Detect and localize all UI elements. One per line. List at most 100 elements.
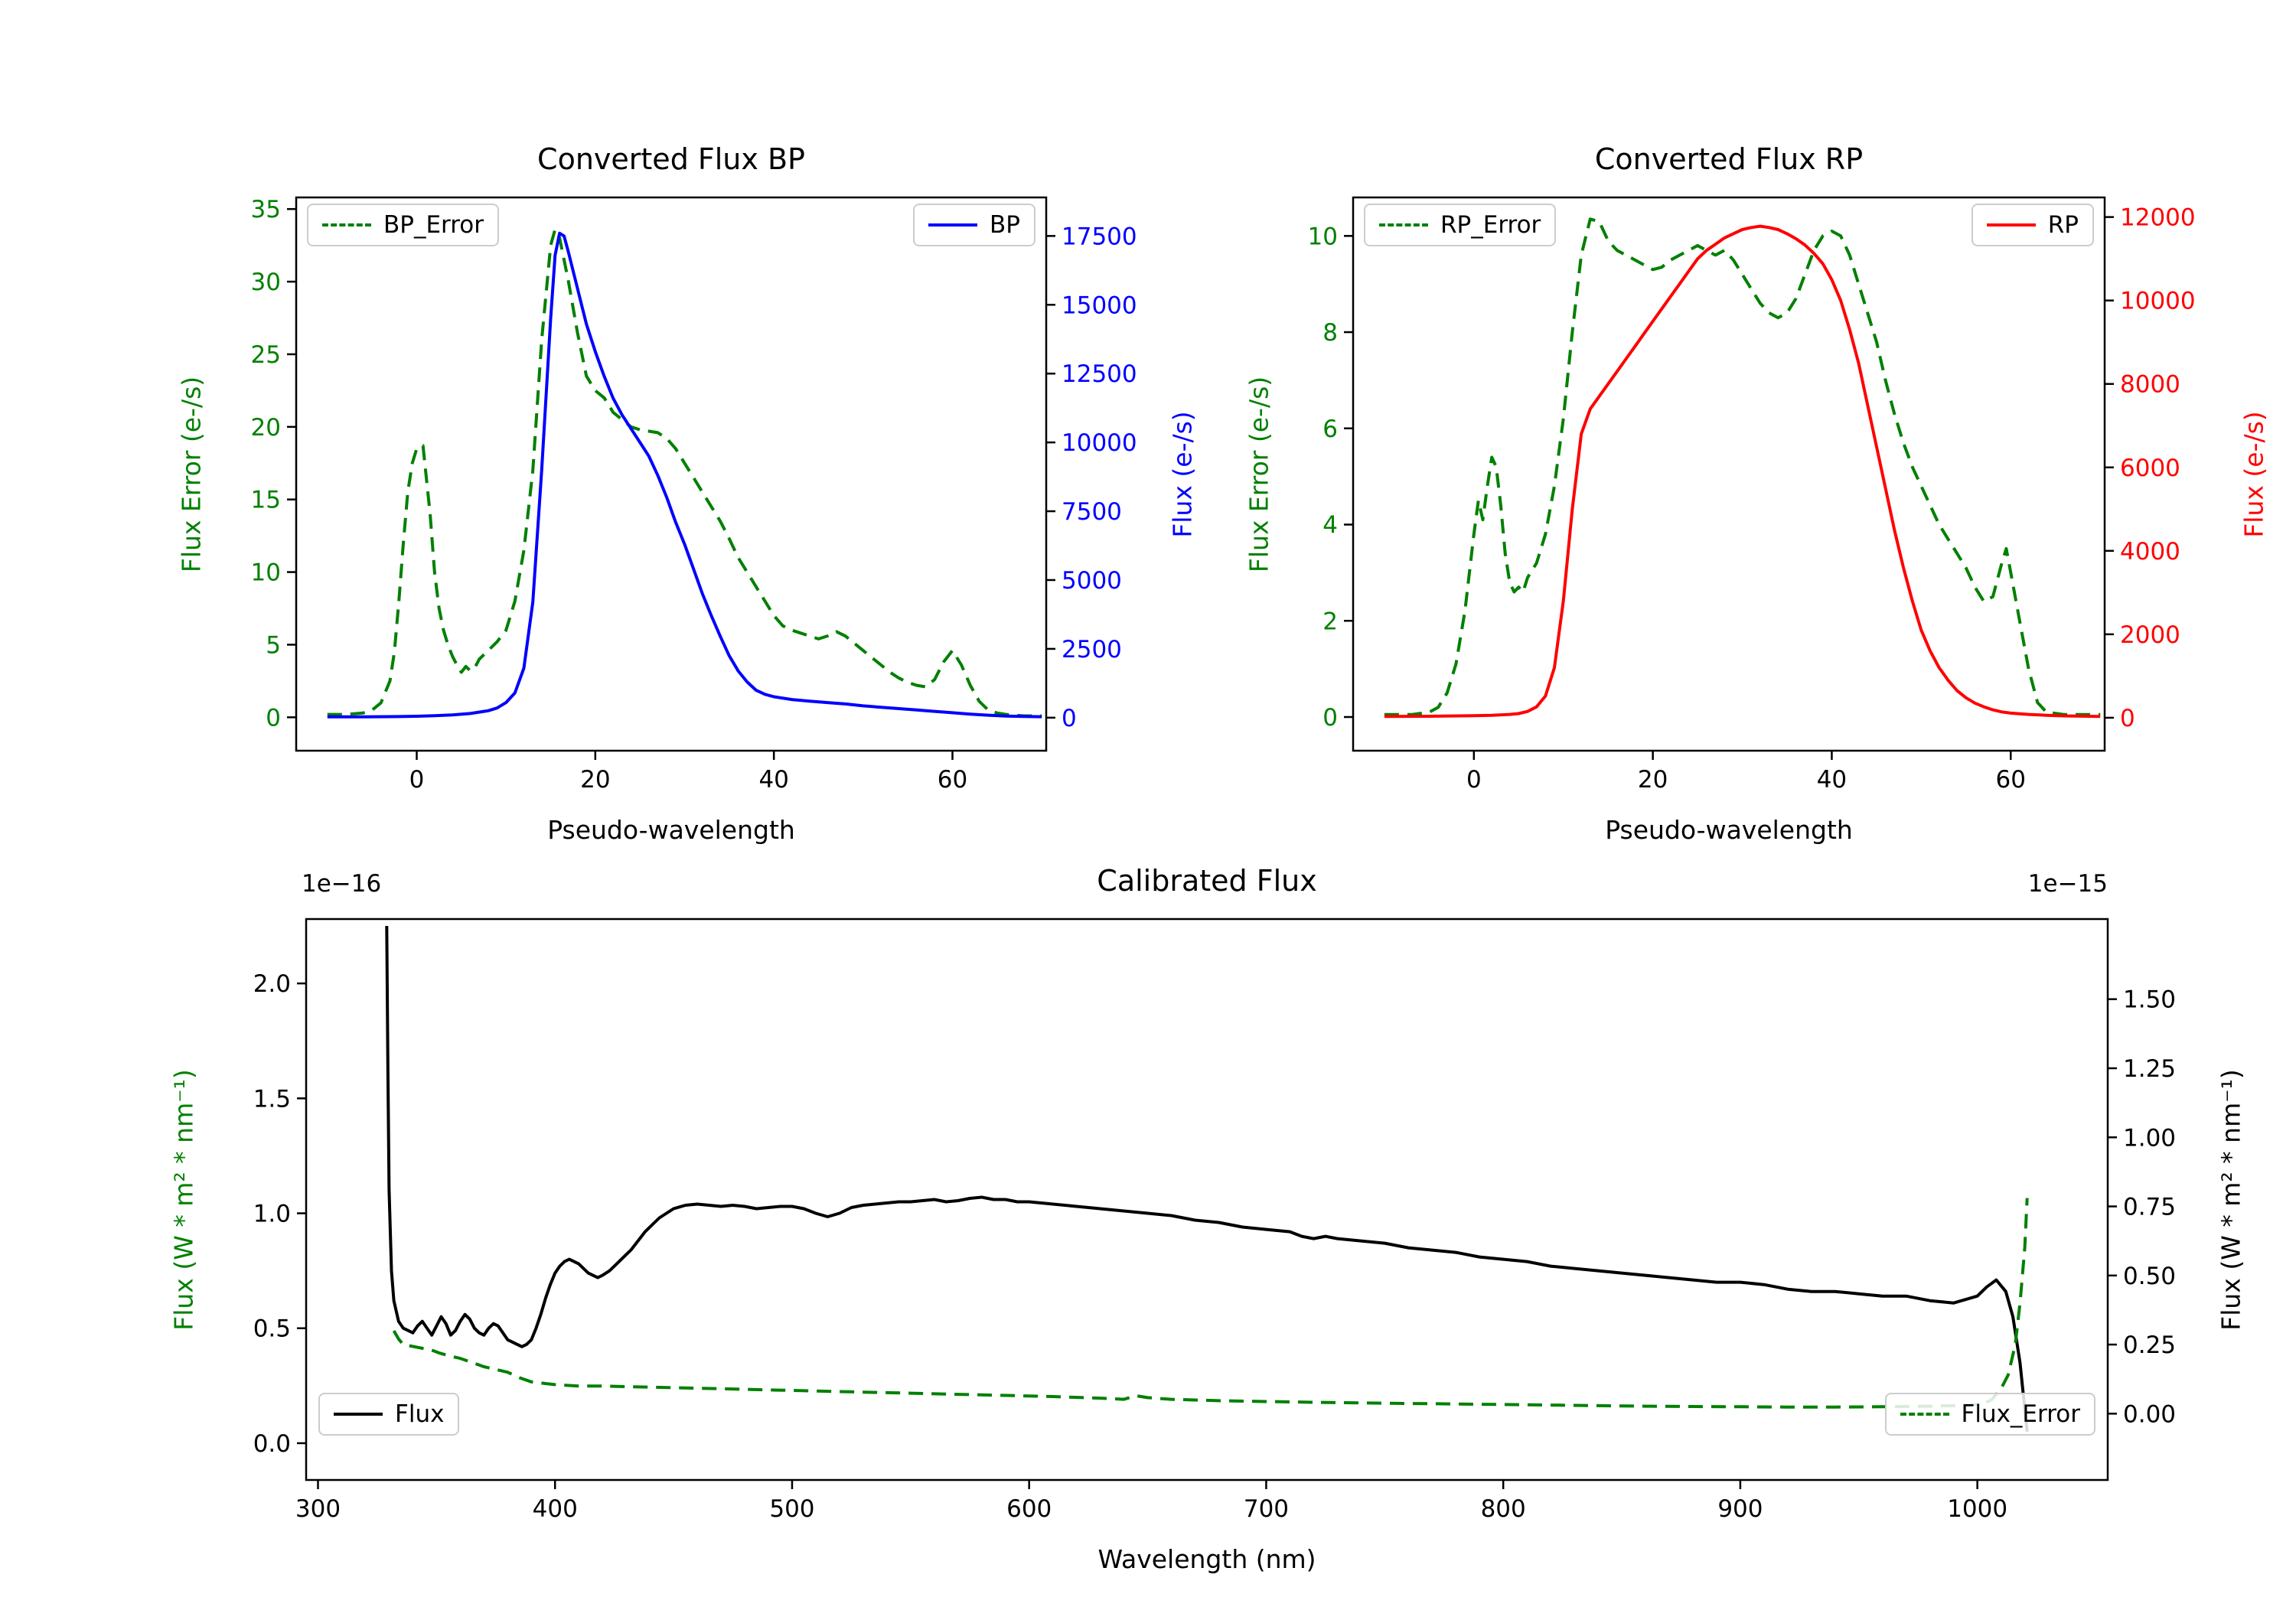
x-tick-label: 900 <box>1717 1495 1763 1523</box>
calibrated-chart-title: Calibrated Flux <box>1097 864 1317 898</box>
right-tick-label: 5000 <box>1062 567 1122 595</box>
right-tick-label: 15000 <box>1062 292 1137 319</box>
legend-rp: RP <box>1971 204 2094 246</box>
series-BP_Error <box>327 227 1042 718</box>
left-tick-label: 1.5 <box>253 1085 291 1113</box>
bp-left-axis-label: Flux Error (e-/s) <box>176 376 207 572</box>
right-tick-label: 6000 <box>2120 455 2180 482</box>
right-tick-label: 0.00 <box>2123 1400 2176 1428</box>
right-tick-label: 0 <box>1062 705 1077 732</box>
calibrated-plot-area: Flux Flux_Error <box>306 919 2108 1480</box>
series-RP_Error <box>1384 217 2101 716</box>
right-tick-label: 1.00 <box>2123 1124 2176 1152</box>
legend-line-bp <box>928 223 978 227</box>
legend-rp-error: RP_Error <box>1364 204 1557 246</box>
legend-label-flux: Flux <box>395 1400 445 1428</box>
left-tick-label: 6 <box>1322 416 1338 443</box>
left-tick-label: 30 <box>251 269 281 296</box>
x-tick-label: 60 <box>1996 766 2026 794</box>
x-tick-label: 60 <box>938 766 967 794</box>
rp-plot-area: RP_Error RP <box>1353 197 2105 751</box>
series-Flux <box>385 925 2029 1433</box>
left-tick-label: 4 <box>1322 512 1338 539</box>
left-tick-label: 20 <box>251 414 281 442</box>
right-tick-label: 17500 <box>1062 223 1137 250</box>
x-tick-label: 500 <box>769 1495 814 1523</box>
right-tick-label: 0.25 <box>2123 1332 2176 1359</box>
right-tick-label: 1.50 <box>2123 986 2176 1014</box>
x-tick-label: 20 <box>1638 766 1668 794</box>
x-tick-label: 600 <box>1006 1495 1052 1523</box>
legend-line-bp-error <box>322 223 371 227</box>
left-tick-label: 2 <box>1322 608 1338 635</box>
bp-x-axis-label: Pseudo-wavelength <box>547 815 795 845</box>
left-tick-label: 25 <box>251 341 281 369</box>
left-tick-label: 1.0 <box>253 1201 291 1228</box>
calibrated-right-axis-label: Flux (W * m² * nm⁻¹) <box>2216 1068 2246 1331</box>
legend-flux: Flux <box>318 1393 460 1436</box>
right-tick-label: 12000 <box>2120 204 2196 232</box>
legend-label-bp-error: BP_Error <box>383 211 484 239</box>
x-tick-label: 1000 <box>1947 1495 2007 1523</box>
left-tick-label: 2.0 <box>253 970 291 998</box>
axes-spines <box>305 918 2109 1482</box>
right-tick-label: 7500 <box>1062 498 1122 526</box>
x-tick-label: 700 <box>1244 1495 1289 1523</box>
left-tick-label: 0 <box>1322 704 1338 732</box>
left-tick-label: 8 <box>1322 319 1338 347</box>
legend-label-rp: RP <box>2047 211 2079 239</box>
left-tick-label: 0.0 <box>253 1430 291 1458</box>
right-tick-label: 10000 <box>1062 429 1137 457</box>
legend-line-rp-error <box>1379 223 1428 227</box>
right-axis-offset-text: 1e−15 <box>2027 870 2108 898</box>
left-tick-label: 5 <box>266 631 281 659</box>
left-axis-offset-text: 1e−16 <box>302 870 382 898</box>
legend-bp: BP <box>913 204 1035 246</box>
x-tick-label: 40 <box>1817 766 1847 794</box>
x-tick-label: 40 <box>758 766 788 794</box>
right-tick-label: 2000 <box>2120 621 2180 649</box>
right-tick-label: 0 <box>2120 705 2135 732</box>
series-RP <box>1384 224 2101 719</box>
left-tick-label: 0 <box>266 704 281 732</box>
bp-chart-title: Converted Flux BP <box>537 142 805 176</box>
series-Flux_Error <box>392 1198 2029 1409</box>
legend-label-flux-error: Flux_Error <box>1961 1400 2081 1428</box>
x-tick-label: 400 <box>533 1495 578 1523</box>
left-tick-label: 10 <box>251 559 281 587</box>
x-tick-label: 0 <box>409 766 425 794</box>
axes-spines <box>295 196 1048 752</box>
legend-label-bp: BP <box>990 211 1020 239</box>
legend-line-rp <box>1986 223 2036 227</box>
x-tick-label: 800 <box>1481 1495 1526 1523</box>
bp-plot-area: BP_Error BP <box>296 197 1046 751</box>
x-tick-label: 300 <box>295 1495 341 1523</box>
rp-chart-title: Converted Flux RP <box>1594 142 1864 176</box>
right-tick-label: 0.75 <box>2123 1194 2176 1221</box>
right-tick-label: 1.25 <box>2123 1055 2176 1083</box>
rp-x-axis-label: Pseudo-wavelength <box>1605 815 1853 845</box>
calibrated-left-axis-label: Flux (W * m² * nm⁻¹) <box>168 1068 199 1331</box>
left-tick-label: 0.5 <box>253 1315 291 1343</box>
legend-flux-error: Flux_Error <box>1884 1393 2095 1436</box>
rp-right-axis-label: Flux (e-/s) <box>2239 410 2269 538</box>
legend-bp-error: BP_Error <box>307 204 500 246</box>
rp-left-axis-label: Flux Error (e-/s) <box>1244 376 1274 572</box>
right-tick-label: 4000 <box>2120 538 2180 566</box>
right-tick-label: 8000 <box>2120 371 2180 399</box>
x-tick-label: 20 <box>580 766 610 794</box>
legend-line-flux-error <box>1900 1413 1949 1416</box>
series-BP <box>327 231 1042 719</box>
axes-spines <box>1352 196 2106 752</box>
legend-line-flux <box>334 1413 383 1416</box>
bp-right-axis-label: Flux (e-/s) <box>1167 410 1198 538</box>
left-tick-label: 15 <box>251 487 281 514</box>
right-tick-label: 12500 <box>1062 360 1137 388</box>
left-tick-label: 35 <box>251 196 281 223</box>
left-tick-label: 10 <box>1308 223 1338 250</box>
legend-label-rp-error: RP_Error <box>1440 211 1541 239</box>
right-tick-label: 10000 <box>2120 288 2196 315</box>
right-tick-label: 2500 <box>1062 636 1122 663</box>
